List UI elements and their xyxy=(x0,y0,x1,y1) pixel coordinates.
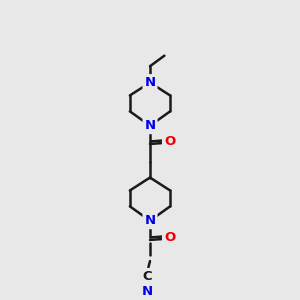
Text: N: N xyxy=(144,119,156,132)
Text: N: N xyxy=(142,285,153,298)
Text: O: O xyxy=(164,231,175,244)
Text: O: O xyxy=(164,135,175,148)
Text: N: N xyxy=(144,76,156,89)
Text: N: N xyxy=(144,214,156,227)
Text: C: C xyxy=(142,270,152,283)
